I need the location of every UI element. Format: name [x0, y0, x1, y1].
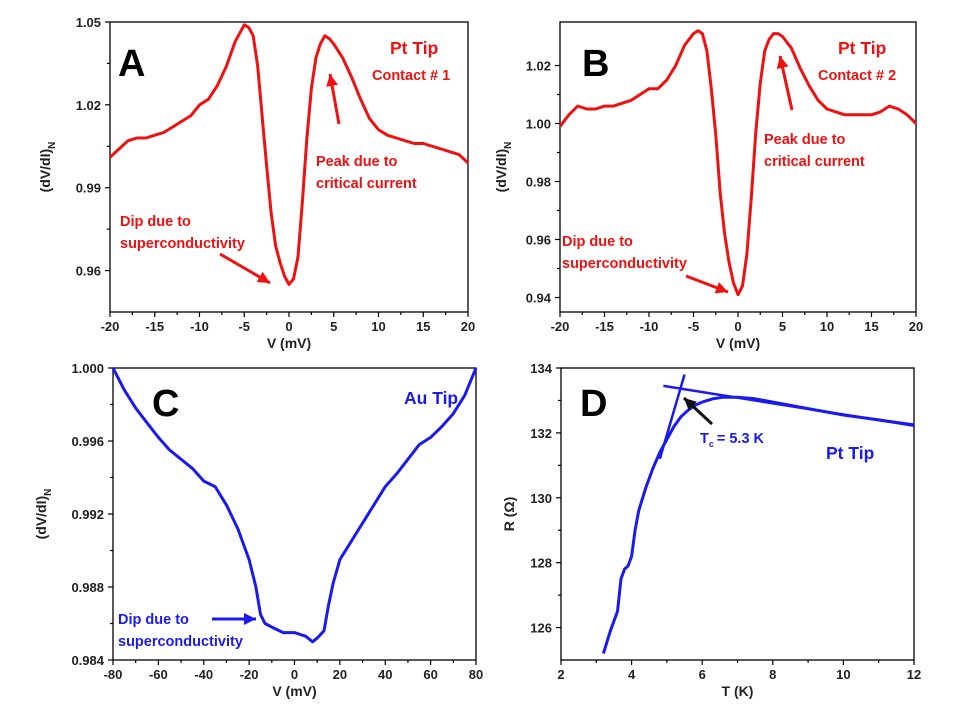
- x-tick-label: 4: [628, 667, 636, 682]
- y-tick-label: 0.988: [71, 580, 104, 595]
- x-tick-label: -20: [101, 319, 120, 334]
- x-tick-label: -20: [551, 319, 570, 334]
- dip-annotation-line1: Dip due to: [118, 612, 189, 628]
- y-tick-label: 128: [530, 556, 552, 571]
- x-axis-label: V (mV): [272, 683, 316, 699]
- y-tick-label: 132: [530, 426, 552, 441]
- y-axis-label: (dV/dI)N: [33, 489, 54, 540]
- peak-annotation-line1: Peak due to: [764, 132, 846, 148]
- tip-label: Au Tip: [404, 388, 458, 408]
- x-tick-label: -80: [104, 667, 123, 682]
- y-tick-label: 0.984: [71, 653, 104, 668]
- x-tick-label: 0: [291, 667, 298, 682]
- x-tick-label: -10: [640, 319, 659, 334]
- x-tick-label: 5: [330, 319, 337, 334]
- y-tick-label: 0.992: [71, 507, 104, 522]
- y-tick-label: 0.96: [526, 233, 551, 248]
- dip-annotation-line2: superconductivity: [120, 236, 245, 252]
- x-axis-label: V (mV): [267, 335, 311, 351]
- x-axis-label: V (mV): [716, 335, 760, 351]
- data-series-line: [601, 395, 915, 654]
- tip-label: Pt Tip: [838, 38, 886, 58]
- x-tick-label: 20: [333, 667, 347, 682]
- data-series-line: [108, 23, 470, 286]
- x-tick-label: 20: [461, 319, 475, 334]
- x-tick-label: 8: [769, 667, 776, 682]
- x-tick-label: -15: [595, 319, 614, 334]
- x-tick-label: -40: [194, 667, 213, 682]
- peak-annotation-line2: critical current: [764, 154, 865, 170]
- plot-frame: [560, 367, 915, 661]
- y-tick-label: 0.94: [526, 291, 552, 306]
- panel-label: B: [582, 43, 609, 85]
- contact-label: Contact # 2: [818, 68, 896, 84]
- x-tick-label: 10: [371, 319, 385, 334]
- x-tick-label: 0: [285, 319, 292, 334]
- panel-label: C: [152, 383, 179, 425]
- y-tick-label: 1.00: [526, 117, 551, 132]
- x-tick-label: 10: [836, 667, 850, 682]
- x-tick-label: 5: [779, 319, 786, 334]
- y-axis-label: R (Ω): [501, 497, 517, 532]
- x-tick-label: 40: [378, 667, 392, 682]
- y-tick-label: 0.98: [526, 175, 551, 190]
- dip-annotation-line2: superconductivity: [118, 634, 243, 650]
- x-tick-label: 12: [907, 667, 921, 682]
- x-axis-label: T (K): [722, 683, 754, 699]
- x-tick-label: -5: [688, 319, 700, 334]
- tc-annotation: Tc = 5.3 K: [700, 431, 765, 449]
- x-tick-label: 15: [416, 319, 430, 334]
- y-tick-label: 134: [530, 361, 552, 376]
- y-tick-label: 0.99: [76, 181, 101, 196]
- y-tick-label: 126: [530, 621, 552, 636]
- x-tick-label: 0: [734, 319, 741, 334]
- panel-label: D: [580, 383, 607, 425]
- x-tick-label: 2: [557, 667, 564, 682]
- data-series-line: [558, 29, 918, 297]
- peak-annotation-line2: critical current: [316, 176, 417, 192]
- y-axis-label: (dV/dI)N: [37, 142, 58, 193]
- contact-label: Contact # 1: [372, 68, 450, 84]
- x-tick-label: 80: [469, 667, 483, 682]
- x-tick-label: -20: [240, 667, 259, 682]
- panel-a: -20 -15 -10 -5 0 5 10 15 20 0.96 0.99 1.02 1.05 V (mV…: [37, 15, 475, 351]
- y-tick-label: 0.996: [71, 434, 104, 449]
- y-tick-label: 130: [530, 491, 552, 506]
- y-axis-label: (dV/dI)N: [493, 142, 514, 193]
- x-tick-label: -10: [190, 319, 209, 334]
- data-series-line: [111, 367, 478, 644]
- y-tick-label: 1.05: [76, 15, 101, 30]
- x-tick-label: 60: [423, 667, 437, 682]
- x-tick-label: -5: [238, 319, 250, 334]
- x-tick-label: 15: [864, 319, 878, 334]
- y-tick-label: 1.02: [76, 98, 101, 113]
- plot-frame: [109, 21, 469, 313]
- tip-label: Pt Tip: [826, 443, 874, 463]
- peak-arrow-head: [326, 74, 339, 87]
- peak-annotation-line1: Peak due to: [316, 154, 398, 170]
- x-tick-label: 6: [699, 667, 706, 682]
- panel-d: 2 4 6 8 10 12 126 128 130 132 134 T (K) R (Ω) D Pt Tip…: [501, 361, 921, 699]
- tip-label: Pt Tip: [390, 38, 438, 58]
- dip-arrow-head: [256, 271, 270, 283]
- dip-annotation-line1: Dip due to: [120, 214, 191, 230]
- dip-annotation-line1: Dip due to: [562, 234, 633, 250]
- dip-annotation-line2: superconductivity: [562, 256, 687, 272]
- panel-label: A: [118, 43, 145, 85]
- x-tick-label: 20: [909, 319, 923, 334]
- y-tick-label: 1.02: [526, 59, 551, 74]
- tc-arrow-head: [684, 398, 697, 411]
- panel-c: -80 -60 -40 -20 0 20 40 60 80 0.984 0.988 0.992 0.99…: [33, 361, 483, 699]
- fit-line: [663, 384, 915, 427]
- x-tick-label: -15: [145, 319, 164, 334]
- y-tick-label: 0.96: [76, 264, 101, 279]
- dip-arrow-head: [244, 613, 256, 625]
- panel-b: -20 -15 -10 -5 0 5 10 15 20 0.94 0.96 0.98 1.00 1.02 V…: [493, 21, 923, 351]
- dip-arrow-head: [714, 282, 728, 294]
- peak-arrow-head: [776, 56, 789, 70]
- y-tick-label: 1.000: [71, 361, 104, 376]
- x-tick-label: -60: [149, 667, 168, 682]
- x-tick-label: 10: [820, 319, 834, 334]
